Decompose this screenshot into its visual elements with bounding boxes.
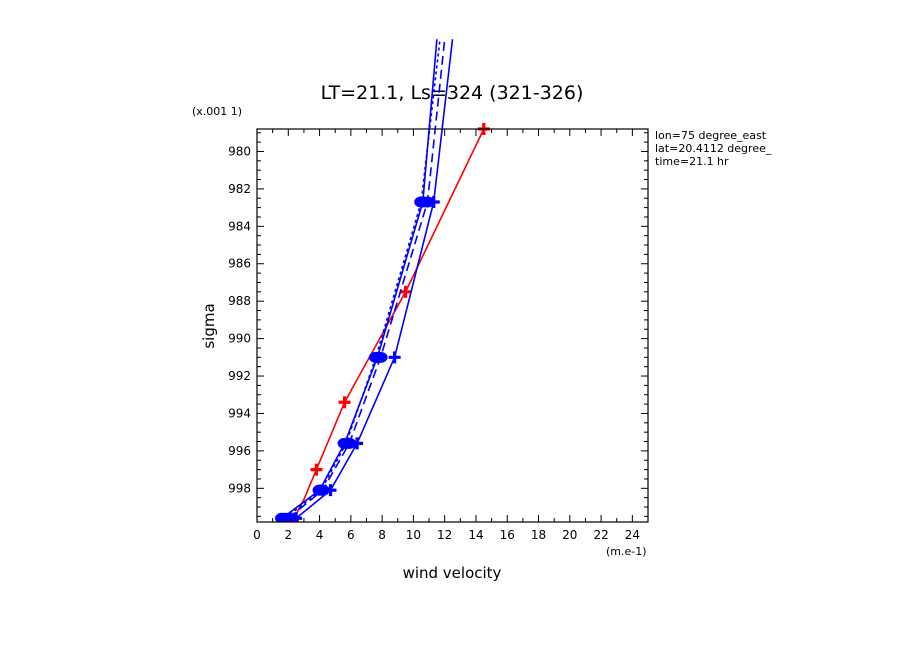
series-1 <box>290 39 454 522</box>
x-tick-label: 22 <box>593 528 608 542</box>
series-line <box>292 128 485 521</box>
x-tick-label: 6 <box>347 528 355 542</box>
circle-marker <box>339 437 354 449</box>
series-layer <box>275 39 490 522</box>
series-line <box>287 39 446 519</box>
info-line-time: time=21.1 hr <box>655 155 729 168</box>
y-tick-label: 980 <box>228 144 251 158</box>
x-axis-label: wind velocity <box>403 564 502 582</box>
x-unit-label: (m.e-1) <box>606 545 647 558</box>
x-tick-label: 16 <box>500 528 515 542</box>
x-tick-label: 14 <box>468 528 483 542</box>
circle-marker <box>278 512 293 522</box>
info-line-lon: lon=75 degree_east <box>655 129 767 142</box>
x-tick-label: 8 <box>378 528 386 542</box>
series-line <box>284 39 441 519</box>
series-3 <box>281 39 446 522</box>
circle-marker <box>414 196 429 208</box>
info-box: lon=75 degree_east lat=20.4112 degree_ t… <box>655 129 772 168</box>
plus-marker <box>388 351 401 364</box>
plus-marker <box>338 396 351 409</box>
series-line <box>295 39 454 519</box>
y-tick-label: 988 <box>228 294 251 308</box>
series-0 <box>286 123 490 522</box>
y-tick-label: 994 <box>228 406 251 420</box>
y-tick-label: 986 <box>228 257 251 271</box>
plot-frame <box>256 128 649 523</box>
axis-ticks: 0 2 4 6 8 10 12 14 16 18 20 22 249809829849869889909… <box>228 129 649 542</box>
y-tick-label: 998 <box>228 481 251 495</box>
y-tick-label: 984 <box>228 219 251 233</box>
chart-title: LT=21.1, Ls=324 (321-326) <box>321 82 584 104</box>
y-tick-label: 992 <box>228 369 251 383</box>
series-4 <box>278 39 441 522</box>
circle-marker <box>314 484 329 496</box>
x-tick-label: 24 <box>625 528 640 542</box>
y-tick-label: 990 <box>228 332 251 346</box>
x-tick-label: 20 <box>562 528 577 542</box>
x-tick-label: 4 <box>316 528 324 542</box>
plus-marker <box>399 285 412 298</box>
series-2 <box>275 39 438 522</box>
y-tick-label: 996 <box>228 444 251 458</box>
x-tick-label: 10 <box>406 528 421 542</box>
info-line-lat: lat=20.4112 degree_ <box>655 142 772 155</box>
x-tick-label: 12 <box>437 528 452 542</box>
y-unit-label: (x.001 1) <box>192 105 242 118</box>
x-tick-label: 18 <box>531 528 546 542</box>
plus-marker <box>310 463 323 476</box>
x-tick-label: 0 <box>253 528 261 542</box>
x-tick-label: 2 <box>284 528 292 542</box>
circle-marker <box>368 351 383 363</box>
y-axis-label: sigma <box>200 303 218 348</box>
y-tick-label: 982 <box>228 182 251 196</box>
